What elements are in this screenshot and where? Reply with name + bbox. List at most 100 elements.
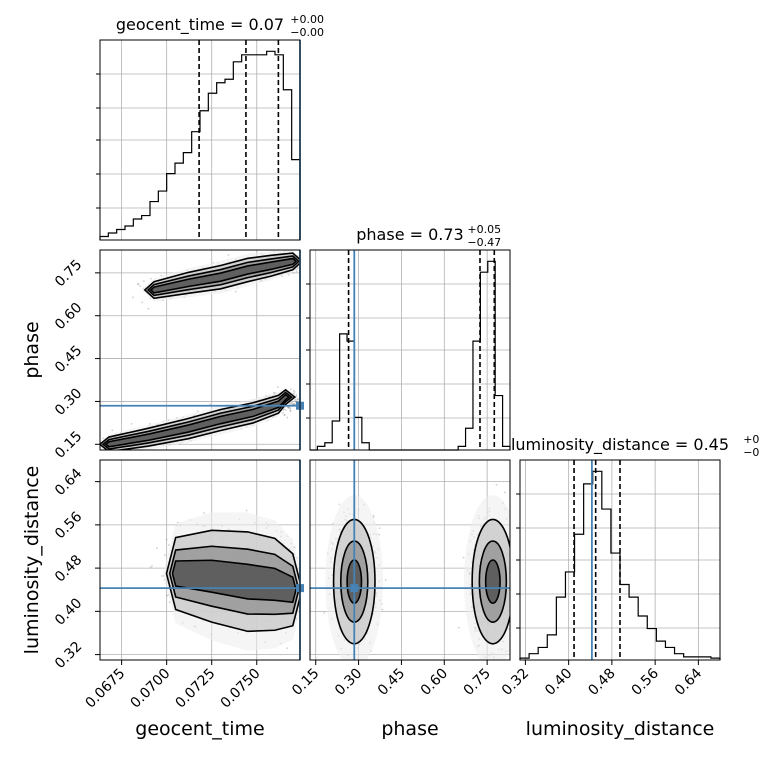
- x-tick-label: 0.0750: [218, 666, 264, 712]
- sample-point: [514, 597, 516, 599]
- x-tick-label: 0.0700: [128, 666, 174, 712]
- sample-point: [457, 626, 460, 629]
- sample-point: [290, 248, 292, 250]
- sample-point: [91, 443, 93, 445]
- sample-point: [293, 391, 296, 393]
- sample-point: [297, 397, 299, 400]
- x-tick-label: 0.56: [629, 665, 662, 698]
- title-minus-phase: −0.47: [467, 236, 501, 249]
- sample-point: [292, 389, 295, 392]
- sample-point: [511, 582, 513, 584]
- sample-point: [165, 594, 168, 597]
- contour-right_mode-3: [484, 559, 501, 605]
- sample-point: [384, 578, 387, 581]
- sample-point: [378, 533, 380, 536]
- sample-point: [301, 608, 303, 610]
- sample-point: [305, 560, 307, 562]
- axes-frame: [309, 249, 511, 451]
- sample-point: [462, 556, 465, 559]
- title-geocent_time: geocent_time = 0.07: [116, 15, 284, 35]
- sample-point: [284, 409, 287, 411]
- sample-point: [111, 429, 114, 432]
- x-tick-label: 0.48: [585, 666, 618, 699]
- contour-main_mode-3: [171, 559, 297, 604]
- sample-point: [303, 613, 305, 615]
- sample-point: [203, 512, 205, 514]
- sample-point: [295, 398, 298, 401]
- sample-point: [150, 565, 153, 568]
- x-tick-label: 0.75: [461, 666, 494, 699]
- sample-point: [277, 386, 279, 389]
- sample-point: [282, 411, 284, 414]
- sample-point: [114, 451, 116, 453]
- y-tick-label: 0.45: [52, 343, 85, 376]
- sample-point: [301, 256, 303, 258]
- sample-point: [302, 262, 304, 264]
- sample-point: [303, 597, 305, 599]
- sample-point: [286, 647, 288, 650]
- sample-point: [378, 527, 381, 530]
- axes-frame: [99, 39, 301, 241]
- sample-point: [511, 615, 513, 617]
- title-phase: phase = 0.73: [356, 225, 463, 244]
- sample-point: [289, 409, 292, 412]
- x-tick-label: 0.45: [375, 666, 408, 699]
- sample-point: [155, 547, 158, 550]
- y-tick-label: 0.64: [52, 466, 85, 499]
- sample-point: [513, 598, 515, 600]
- sample-point: [490, 661, 492, 663]
- sample-point: [288, 407, 290, 409]
- sample-point: [168, 544, 170, 546]
- sample-point: [513, 570, 515, 572]
- sample-point: [304, 610, 306, 612]
- sample-point: [149, 566, 152, 569]
- sample-point: [515, 582, 517, 584]
- sample-point: [227, 254, 230, 256]
- sample-point: [286, 416, 289, 419]
- x-tick-label: 0.15: [289, 666, 322, 699]
- sample-point: [301, 260, 303, 262]
- density-geocent_time-luminosity_distance: [149, 509, 306, 651]
- y-tick-label: 0.48: [52, 552, 85, 585]
- axes-frame: [519, 459, 721, 661]
- sample-point: [288, 406, 291, 409]
- sample-point: [139, 285, 141, 288]
- sample-point: [149, 277, 152, 280]
- sample-point: [142, 280, 145, 282]
- sample-point: [510, 624, 512, 626]
- sample-point: [161, 575, 163, 577]
- sample-point: [510, 593, 512, 595]
- sample-point: [287, 406, 290, 409]
- title-plus-luminosity_distance: +0.05: [743, 433, 760, 446]
- truth-marker: [350, 584, 359, 593]
- y-tick-label: 0.75: [52, 257, 85, 290]
- histogram-geocent_time: [99, 50, 301, 240]
- density-geocent_time-phase: [91, 248, 305, 453]
- sample-point: [516, 637, 518, 639]
- y-tick-label: 0.32: [52, 639, 85, 672]
- sample-point: [323, 611, 326, 614]
- sample-point: [168, 601, 171, 604]
- y-tick-label: 0.56: [52, 509, 85, 542]
- x-tick-label: 0.0675: [82, 666, 128, 712]
- contour-upper_mode-3: [149, 257, 298, 294]
- axes-frame: [99, 459, 301, 661]
- sample-point: [302, 580, 304, 582]
- sample-point: [304, 578, 306, 580]
- sample-point: [165, 538, 168, 541]
- x-tick-label: 0.64: [672, 665, 705, 698]
- sample-point: [234, 290, 237, 293]
- sample-point: [517, 554, 519, 556]
- sample-point: [516, 613, 518, 615]
- sample-point: [303, 262, 305, 264]
- sample-point: [295, 270, 298, 273]
- sample-point: [513, 574, 515, 576]
- sample-point: [302, 269, 304, 271]
- sample-point: [290, 402, 293, 405]
- sample-point: [292, 403, 295, 406]
- title-minus-geocent_time: −0.00: [290, 26, 324, 39]
- title-minus-luminosity_distance: −0.04: [743, 446, 760, 459]
- sample-point: [301, 410, 303, 412]
- sample-point: [515, 529, 517, 531]
